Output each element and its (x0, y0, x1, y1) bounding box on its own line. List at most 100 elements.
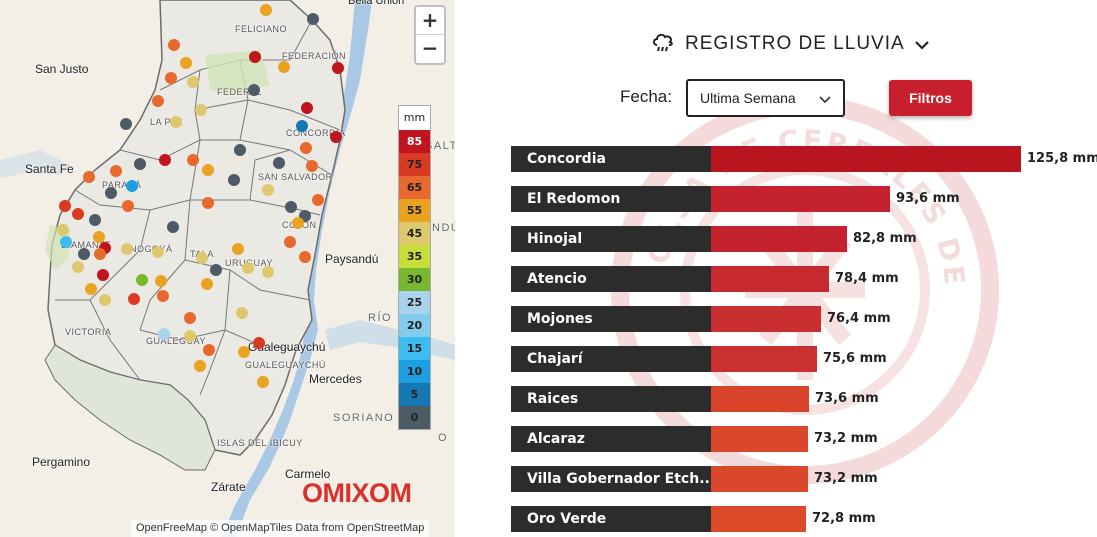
rain-station-marker[interactable] (203, 344, 215, 356)
rain-station-marker[interactable] (332, 62, 344, 74)
rain-map[interactable]: Bella Unión San Justo Santa Fe Paysandú Gual… (0, 0, 455, 537)
rain-station-marker[interactable] (105, 187, 117, 199)
rain-station-marker[interactable] (296, 120, 308, 132)
rain-station-marker[interactable] (167, 221, 179, 233)
rain-station-marker[interactable] (158, 328, 170, 340)
rain-station-marker[interactable] (273, 157, 285, 169)
place-label: San Justo (35, 62, 89, 76)
rain-station-marker[interactable] (249, 51, 261, 63)
rain-station-marker[interactable] (170, 116, 182, 128)
rain-value-label: 75,6 mm (823, 351, 887, 366)
rain-station-marker[interactable] (99, 294, 111, 306)
place-label: Santa Fe (25, 162, 74, 176)
rain-station-marker[interactable] (202, 164, 214, 176)
rain-station-marker[interactable] (159, 154, 171, 166)
rain-station-marker[interactable] (121, 243, 133, 255)
rain-station-marker[interactable] (236, 307, 248, 319)
rain-station-marker[interactable] (110, 165, 122, 177)
rain-legend: mm 85 75 65 55 45 35 30 25 20 15 10 5 0 (398, 105, 431, 430)
rain-station-marker[interactable] (57, 224, 69, 236)
rain-station-marker[interactable] (300, 142, 312, 154)
rain-station-marker[interactable] (284, 236, 296, 248)
attribution-osm-link[interactable]: OpenStreetMap (346, 522, 425, 534)
rain-station-marker[interactable] (278, 61, 290, 73)
zoom-out-button[interactable]: − (421, 36, 439, 60)
rain-station-marker[interactable] (184, 330, 196, 342)
fecha-select[interactable]: Ultima Semana (686, 79, 845, 117)
department-label: FEDERAL (217, 87, 263, 97)
rain-station-marker[interactable] (134, 158, 146, 170)
rain-station-marker[interactable] (165, 72, 177, 84)
rain-station-marker[interactable] (187, 154, 199, 166)
rain-station-marker[interactable] (234, 144, 246, 156)
rain-station-marker[interactable] (232, 243, 244, 255)
rain-station-marker[interactable] (196, 252, 208, 264)
rain-value-label: 73,2 mm (814, 431, 878, 446)
rain-value-label: 76,4 mm (827, 311, 891, 326)
zoom-in-button[interactable]: + (416, 7, 444, 35)
rain-station-marker[interactable] (72, 261, 84, 273)
rain-station-marker[interactable] (187, 76, 199, 88)
rain-station-marker[interactable] (60, 236, 72, 248)
department-label: FEDERACIÓN (282, 51, 347, 61)
rain-station-marker[interactable] (306, 160, 318, 172)
rain-station-marker[interactable] (126, 180, 138, 192)
rain-station-marker[interactable] (299, 251, 311, 263)
rain-station-marker[interactable] (262, 184, 274, 196)
place-label: NDÚ (432, 222, 455, 234)
rain-station-marker[interactable] (307, 13, 319, 25)
rain-station-marker[interactable] (89, 214, 101, 226)
rain-station-marker[interactable] (210, 264, 222, 276)
rain-station-marker[interactable] (184, 312, 196, 324)
rain-ranking-row: Alcaraz 73,2 mm (511, 426, 1097, 452)
rain-station-marker[interactable] (152, 246, 164, 258)
rain-station-marker[interactable] (228, 174, 240, 186)
rain-station-marker[interactable] (155, 275, 167, 287)
rain-station-marker[interactable] (285, 201, 297, 213)
fecha-select-value: Ultima Semana (700, 90, 796, 106)
station-name: Oro Verde (511, 506, 711, 532)
rain-station-marker[interactable] (248, 84, 260, 96)
rain-station-marker[interactable] (136, 274, 148, 286)
rain-station-marker[interactable] (85, 283, 97, 295)
rain-station-marker[interactable] (72, 208, 84, 220)
registro-dropdown[interactable]: REGISTRO DE LLUVIA (651, 30, 929, 58)
rain-station-marker[interactable] (262, 266, 274, 278)
legend-item: 10 (399, 360, 430, 383)
rain-station-marker[interactable] (260, 4, 272, 16)
legend-item: 15 (399, 337, 430, 360)
legend-item: 0 (399, 406, 430, 429)
attribution-openfreemap-link[interactable]: OpenFreeMap © OpenMapTiles (136, 522, 293, 534)
rain-station-marker[interactable] (83, 171, 95, 183)
rain-station-marker[interactable] (238, 346, 250, 358)
rain-station-marker[interactable] (94, 248, 106, 260)
rain-station-marker[interactable] (122, 200, 134, 212)
rain-station-marker[interactable] (78, 248, 90, 260)
rain-station-marker[interactable] (168, 39, 180, 51)
rain-station-marker[interactable] (312, 194, 324, 206)
legend-item: 75 (399, 153, 430, 176)
rain-station-marker[interactable] (301, 102, 313, 114)
rain-cloud-icon (651, 31, 675, 57)
rain-station-marker[interactable] (242, 262, 254, 274)
rain-value-label: 72,8 mm (812, 511, 876, 526)
rain-station-marker[interactable] (330, 131, 342, 143)
rain-station-marker[interactable] (195, 104, 207, 116)
rain-station-marker[interactable] (202, 197, 214, 209)
rain-station-marker[interactable] (201, 278, 213, 290)
rain-station-marker[interactable] (253, 337, 265, 349)
rain-station-marker[interactable] (194, 360, 206, 372)
rain-station-marker[interactable] (180, 57, 192, 69)
rain-station-marker[interactable] (157, 290, 169, 302)
rain-value-label: 93,6 mm (896, 191, 960, 206)
rain-station-marker[interactable] (93, 231, 105, 243)
rain-ranking-row: El Redomon 93,6 mm (511, 186, 1097, 212)
rain-station-marker[interactable] (97, 269, 109, 281)
rain-station-marker[interactable] (59, 200, 71, 212)
rain-station-marker[interactable] (152, 95, 164, 107)
rain-station-marker[interactable] (120, 118, 132, 130)
rain-station-marker[interactable] (257, 376, 269, 388)
rain-station-marker[interactable] (292, 217, 304, 229)
rain-station-marker[interactable] (128, 293, 140, 305)
filtros-button[interactable]: Filtros (889, 80, 972, 116)
